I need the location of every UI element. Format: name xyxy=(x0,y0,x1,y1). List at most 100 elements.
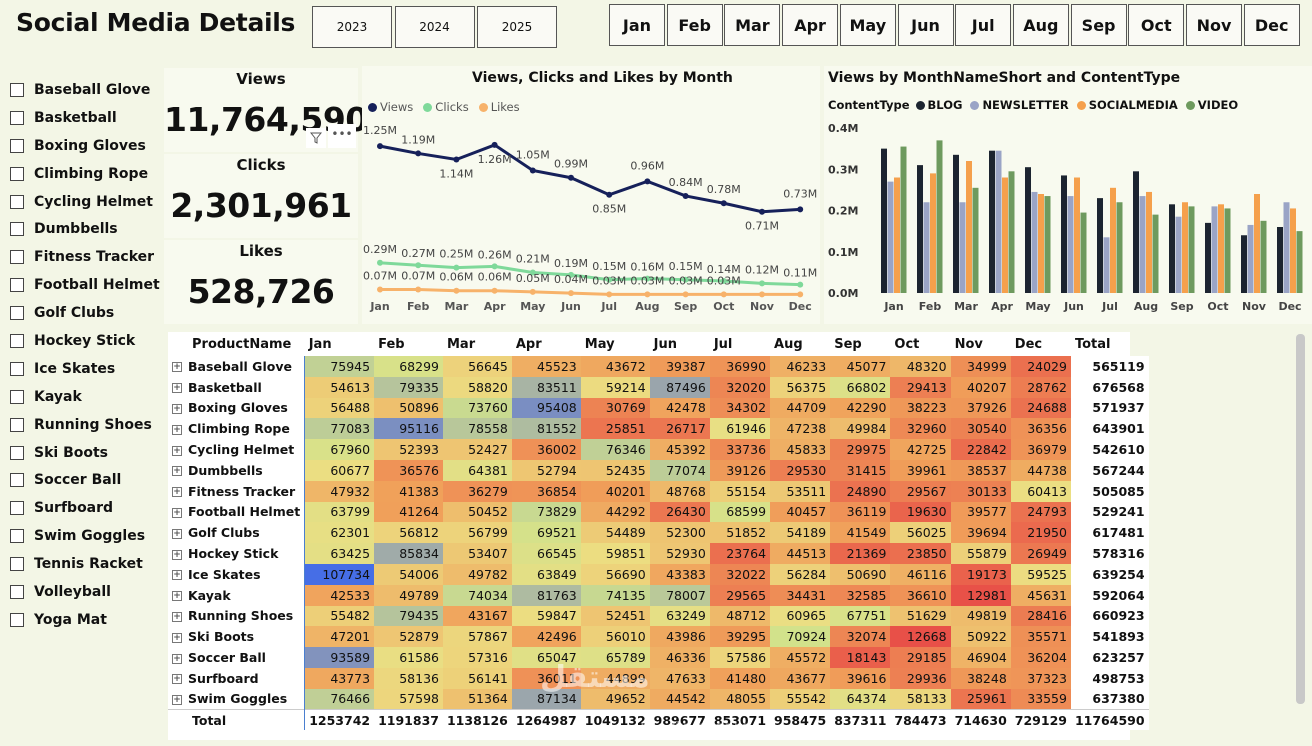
month-button-nov[interactable]: Nov xyxy=(1186,4,1242,46)
slicer-item-golf-clubs[interactable]: Golf Clubs xyxy=(10,299,160,327)
expand-icon[interactable]: + xyxy=(172,674,182,685)
row-header[interactable]: + Hockey Stick xyxy=(168,543,306,564)
expand-icon[interactable]: + xyxy=(172,383,182,394)
expand-icon[interactable]: + xyxy=(172,403,182,414)
table-row[interactable]: + Ski Boots 47201 52879 57867 42496 56010 43986… xyxy=(168,626,1149,648)
row-header[interactable]: + Surfboard xyxy=(168,667,306,689)
filter-icon[interactable] xyxy=(306,128,326,148)
slicer-item-surfboard[interactable]: Surfboard xyxy=(10,494,160,522)
checkbox[interactable] xyxy=(10,82,24,97)
matrix-scrollbar[interactable] xyxy=(1296,334,1305,704)
checkbox[interactable] xyxy=(10,473,24,488)
row-header[interactable]: + Climbing Rope xyxy=(168,418,306,440)
row-header[interactable]: + Running Shoes xyxy=(168,605,306,627)
year-button-2024[interactable]: 2024 xyxy=(394,6,475,48)
expand-icon[interactable]: + xyxy=(172,694,182,705)
slicer-item-basketball[interactable]: Basketball xyxy=(10,104,160,132)
month-button-aug[interactable]: Aug xyxy=(1012,4,1069,46)
table-row[interactable]: + Boxing Gloves 56488 50896 73760 95408 30769 4… xyxy=(168,397,1149,419)
slicer-item-volleyball[interactable]: Volleyball xyxy=(10,578,160,606)
month-button-oct[interactable]: Oct xyxy=(1128,4,1185,46)
row-header[interactable]: + Ice Skates xyxy=(168,563,306,585)
row-header[interactable]: + Kayak xyxy=(168,584,306,606)
checkbox[interactable] xyxy=(10,194,24,209)
month-button-sep[interactable]: Sep xyxy=(1070,4,1127,46)
slicer-item-ice-skates[interactable]: Ice Skates xyxy=(10,355,160,383)
table-row[interactable]: + Kayak 42533 49789 74034 81763 74135 78007 2956… xyxy=(168,584,1149,606)
checkbox[interactable] xyxy=(10,445,24,460)
month-button-jul[interactable]: Jul xyxy=(955,4,1012,46)
table-row[interactable]: + Cycling Helmet 67960 52393 52427 36002 76346… xyxy=(168,439,1149,460)
row-header[interactable]: + Cycling Helmet xyxy=(168,439,306,460)
expand-icon[interactable]: + xyxy=(172,611,182,622)
table-row[interactable]: + Swim Goggles 76466 57598 51364 87134 49652 44… xyxy=(168,688,1149,710)
checkbox[interactable] xyxy=(10,529,24,544)
header-month[interactable]: Apr xyxy=(515,336,542,352)
table-row[interactable]: + Running Shoes 55482 79435 43167 59847 52451 6… xyxy=(168,605,1149,627)
header-month[interactable]: Mar xyxy=(446,336,476,352)
slicer-item-boxing-gloves[interactable]: Boxing Gloves xyxy=(10,132,160,160)
row-header[interactable]: + Football Helmet xyxy=(168,501,306,523)
month-button-feb[interactable]: Feb xyxy=(666,4,723,46)
slicer-item-kayak[interactable]: Kayak xyxy=(10,383,160,411)
slicer-item-cycling-helmet[interactable]: Cycling Helmet xyxy=(10,188,160,216)
expand-icon[interactable]: + xyxy=(172,445,182,456)
slicer-item-hockey-stick[interactable]: Hockey Stick xyxy=(10,327,160,355)
checkbox[interactable] xyxy=(10,417,24,432)
checkbox[interactable] xyxy=(10,306,24,321)
row-header[interactable]: + Swim Goggles xyxy=(168,688,306,710)
slicer-item-running-shoes[interactable]: Running Shoes xyxy=(10,411,160,439)
table-row[interactable]: + Ice Skates 107734 54006 49782 63849 56690 433… xyxy=(168,563,1149,585)
row-header[interactable]: + Dumbbells xyxy=(168,459,306,481)
more-options-icon[interactable]: ••• xyxy=(328,124,356,148)
slicer-item-swim-goggles[interactable]: Swim Goggles xyxy=(10,522,160,550)
checkbox[interactable] xyxy=(10,278,24,293)
expand-icon[interactable]: + xyxy=(172,653,182,664)
month-button-mar[interactable]: Mar xyxy=(724,4,781,46)
row-header[interactable]: + Boxing Gloves xyxy=(168,397,306,419)
slicer-item-fitness-tracker[interactable]: Fitness Tracker xyxy=(10,243,160,271)
row-header[interactable]: + Ski Boots xyxy=(168,626,306,648)
header-month[interactable]: Jan xyxy=(308,336,332,352)
slicer-item-baseball-glove[interactable]: Baseball Glove xyxy=(10,76,160,104)
table-row[interactable]: + Basketball 54613 79335 58820 83511 59214 8749… xyxy=(168,376,1149,398)
table-row[interactable]: + Golf Clubs 62301 56812 56799 69521 54489 5230… xyxy=(168,522,1149,544)
month-button-dec[interactable]: Dec xyxy=(1243,4,1300,46)
table-row[interactable]: + Baseball Glove 75945 68299 56645 45523 43672… xyxy=(168,356,1149,377)
table-row[interactable]: + Hockey Stick 63425 85834 53407 66545 59851 52… xyxy=(168,543,1149,564)
table-row[interactable]: + Surfboard 43773 58136 56141 36011 44899 47633… xyxy=(168,667,1149,689)
year-button-2023[interactable]: 2023 xyxy=(312,6,392,48)
checkbox[interactable] xyxy=(10,250,24,265)
slicer-item-soccer-ball[interactable]: Soccer Ball xyxy=(10,466,160,494)
slicer-item-ski-boots[interactable]: Ski Boots xyxy=(10,439,160,467)
header-month[interactable]: Jul xyxy=(713,336,733,352)
checkbox[interactable] xyxy=(10,333,24,348)
slicer-item-dumbbells[interactable]: Dumbbells xyxy=(10,215,160,243)
row-header[interactable]: + Baseball Glove xyxy=(168,356,306,377)
header-month[interactable]: Oct xyxy=(894,336,920,352)
header-product[interactable]: ProductName xyxy=(192,336,292,352)
checkbox[interactable] xyxy=(10,557,24,572)
month-button-apr[interactable]: Apr xyxy=(782,4,839,46)
table-row[interactable]: + Climbing Rope 77083 95116 78558 81552 25851 2… xyxy=(168,418,1149,440)
header-month[interactable]: Nov xyxy=(954,336,983,352)
table-row[interactable]: + Football Helmet 63799 41264 50452 73829 4429… xyxy=(168,501,1149,523)
header-month[interactable]: Feb xyxy=(378,336,405,352)
slicer-item-tennis-racket[interactable]: Tennis Racket xyxy=(10,550,160,578)
table-row[interactable]: + Dumbbells 60677 36576 64381 52794 52435 77074… xyxy=(168,459,1149,481)
header-month[interactable]: Sep xyxy=(834,336,862,352)
row-header[interactable]: + Soccer Ball xyxy=(168,647,306,668)
header-month[interactable]: Aug xyxy=(774,336,803,352)
expand-icon[interactable]: + xyxy=(172,570,182,581)
header-total[interactable]: Total xyxy=(1074,336,1111,352)
checkbox[interactable] xyxy=(10,110,24,125)
expand-icon[interactable]: + xyxy=(172,528,182,539)
row-header[interactable]: + Golf Clubs xyxy=(168,522,306,544)
expand-icon[interactable]: + xyxy=(172,466,182,477)
header-month[interactable]: Jun xyxy=(653,336,678,352)
checkbox[interactable] xyxy=(10,222,24,237)
row-header[interactable]: + Fitness Tracker xyxy=(168,480,306,502)
header-month[interactable]: Dec xyxy=(1014,336,1043,352)
header-month[interactable]: May xyxy=(584,336,615,352)
expand-icon[interactable]: + xyxy=(172,362,182,373)
